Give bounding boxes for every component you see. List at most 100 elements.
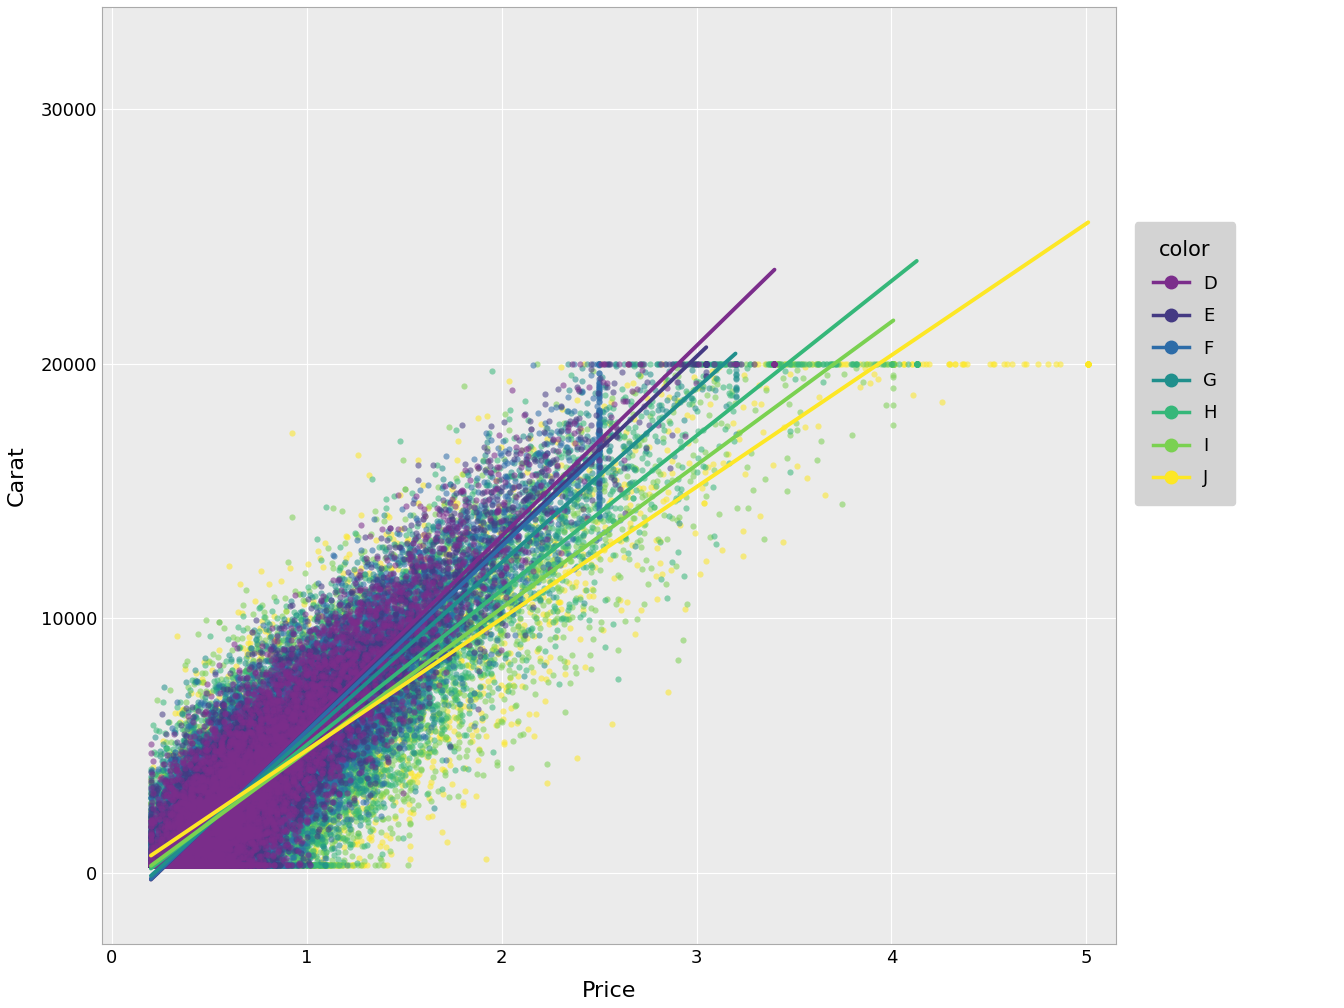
Point (290, 755, 312, 771)
Point (179, 816, 200, 833)
Point (242, 774, 263, 790)
Point (321, 764, 343, 780)
Point (235, 662, 257, 678)
Point (238, 733, 259, 749)
Point (160, 857, 181, 873)
Point (371, 639, 392, 655)
Point (180, 857, 202, 873)
Point (255, 857, 277, 873)
Point (281, 784, 302, 800)
Point (620, 520, 641, 536)
Point (195, 847, 216, 863)
Point (437, 633, 458, 649)
Point (230, 746, 251, 762)
Point (175, 791, 196, 807)
Point (210, 767, 231, 783)
Point (183, 785, 204, 801)
Point (320, 688, 341, 705)
Point (407, 495, 429, 511)
Point (421, 615, 442, 631)
Point (226, 727, 247, 743)
Point (180, 717, 202, 733)
Point (372, 689, 394, 706)
Point (296, 705, 317, 721)
Point (238, 745, 259, 761)
Point (770, 356, 792, 372)
Point (284, 725, 305, 741)
Point (223, 800, 245, 816)
Point (280, 777, 301, 793)
Point (313, 704, 335, 720)
Point (156, 857, 177, 873)
Point (409, 598, 430, 614)
Point (293, 755, 314, 771)
Point (278, 634, 300, 650)
Point (386, 691, 407, 708)
Point (422, 627, 444, 643)
Point (192, 780, 214, 796)
Point (297, 642, 319, 658)
Point (253, 857, 274, 873)
Point (379, 696, 401, 712)
Point (234, 831, 255, 847)
Point (207, 806, 228, 823)
Point (227, 849, 249, 865)
Point (476, 570, 497, 586)
Point (144, 857, 165, 873)
Point (243, 761, 265, 777)
Point (251, 795, 273, 811)
Point (290, 775, 312, 791)
Point (337, 663, 359, 679)
Point (267, 775, 289, 791)
Point (140, 815, 161, 832)
Point (257, 857, 278, 873)
Point (215, 845, 237, 861)
Point (255, 780, 277, 796)
Point (359, 648, 380, 664)
Point (168, 857, 190, 873)
Point (160, 857, 181, 873)
Point (219, 738, 241, 754)
Point (177, 830, 199, 846)
Point (215, 815, 237, 832)
Point (206, 857, 227, 873)
Point (430, 587, 452, 603)
Point (249, 732, 270, 748)
Point (228, 786, 250, 802)
Point (313, 642, 335, 658)
Point (190, 857, 211, 873)
Point (156, 740, 177, 756)
Point (289, 815, 310, 832)
Point (448, 577, 469, 593)
Point (177, 773, 199, 789)
Point (140, 857, 161, 873)
Point (938, 356, 960, 372)
Point (266, 798, 288, 814)
Point (273, 632, 294, 648)
Point (280, 857, 301, 873)
Point (324, 723, 345, 739)
Point (144, 857, 165, 873)
Point (220, 857, 242, 873)
Point (203, 857, 224, 873)
Point (208, 857, 230, 873)
Point (247, 798, 269, 814)
Point (200, 762, 222, 778)
Point (157, 857, 179, 873)
Point (207, 810, 228, 827)
Point (263, 810, 285, 827)
Point (212, 857, 234, 873)
Point (222, 776, 243, 792)
Point (448, 566, 469, 583)
Point (140, 824, 161, 840)
Point (175, 857, 196, 873)
Point (173, 856, 195, 872)
Point (191, 833, 212, 849)
Point (323, 678, 344, 695)
Point (262, 700, 284, 716)
Point (235, 857, 257, 873)
Point (155, 857, 176, 873)
Point (187, 857, 208, 873)
Point (824, 356, 845, 372)
Point (281, 703, 302, 719)
